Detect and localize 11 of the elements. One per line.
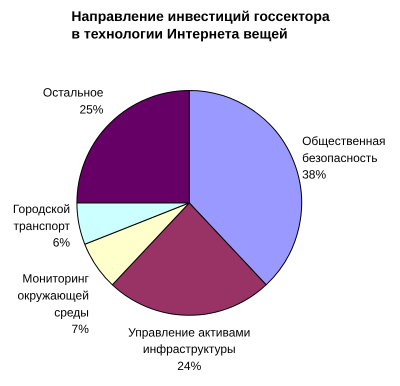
slice-label: Городской транспорт xyxy=(12,202,71,233)
chart-title: Направление инвестиций госсектора в технологии Интернета вещей xyxy=(71,8,330,42)
data-label: 6% xyxy=(52,236,70,250)
data-label: 38% xyxy=(302,168,326,182)
slice-label: Остальное xyxy=(42,86,104,100)
data-label: 24% xyxy=(177,358,202,373)
slice-label: Общественная безопасность xyxy=(302,134,386,165)
data-label: 25% xyxy=(79,102,104,116)
data-label: 7% xyxy=(72,322,90,336)
slice-label: Мониторинг окружающей среды xyxy=(17,272,90,320)
slice-label: Управление активами инфраструктуры xyxy=(128,325,250,356)
